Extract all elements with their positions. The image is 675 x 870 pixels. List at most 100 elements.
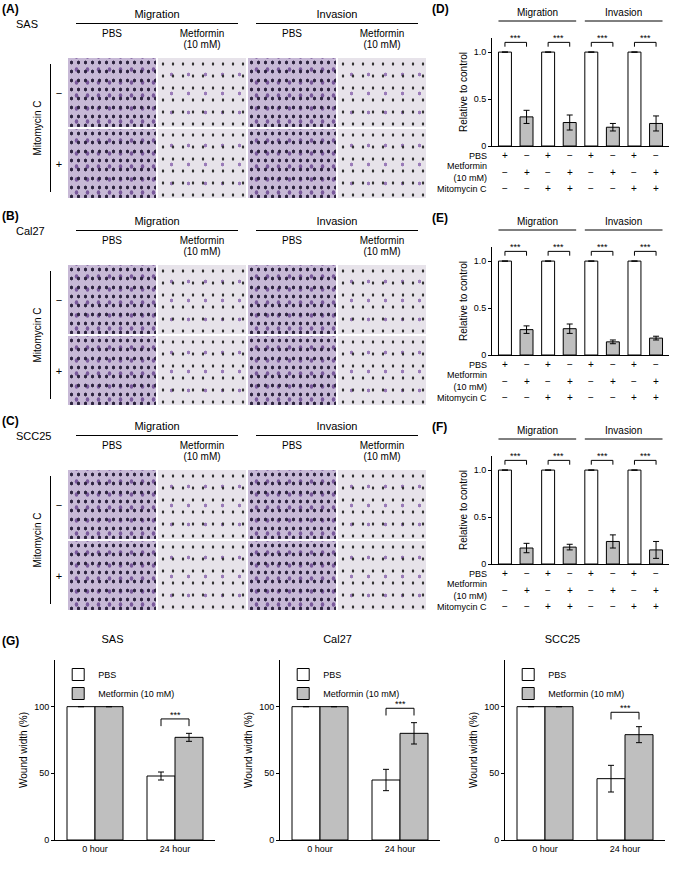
svg-text:Migration: Migration <box>517 7 558 18</box>
svg-text:+: + <box>567 183 573 194</box>
svg-text:−: − <box>653 359 659 370</box>
svg-text:24 hour: 24 hour <box>385 844 416 854</box>
svg-text:+: + <box>502 150 508 161</box>
svg-text:−: − <box>524 183 530 194</box>
svg-text:Metformin (10 mM): Metformin (10 mM) <box>323 689 399 699</box>
svg-text:Invasion: Invasion <box>605 7 642 18</box>
svg-text:−: − <box>631 585 637 596</box>
svg-text:Wound width (%): Wound width (%) <box>18 712 29 788</box>
svg-text:Migration: Migration <box>517 425 558 436</box>
svg-text:+: + <box>631 150 637 161</box>
svg-text:PBS: PBS <box>323 670 341 680</box>
svg-text:−: − <box>610 392 616 403</box>
svg-text:−: − <box>524 150 530 161</box>
svg-text:***: *** <box>510 242 521 252</box>
svg-text:+: + <box>545 392 551 403</box>
svg-text:PBS: PBS <box>469 151 487 161</box>
svg-text:SCC25: SCC25 <box>545 633 580 645</box>
svg-text:***: *** <box>510 33 521 43</box>
svg-text:+: + <box>524 585 530 596</box>
svg-text:50: 50 <box>489 768 499 778</box>
svg-text:−: − <box>588 376 594 387</box>
svg-text:−: − <box>502 585 508 596</box>
svg-text:+: + <box>631 568 637 579</box>
svg-text:−: − <box>545 376 551 387</box>
svg-text:0 hour: 0 hour <box>307 844 333 854</box>
svg-text:Mitomycin C: Mitomycin C <box>437 393 487 403</box>
svg-text:PBS: PBS <box>548 670 566 680</box>
svg-text:−: − <box>588 167 594 178</box>
svg-text:+: + <box>631 601 637 612</box>
svg-text:+: + <box>567 601 573 612</box>
svg-text:***: *** <box>640 33 651 43</box>
svg-text:+: + <box>631 183 637 194</box>
svg-text:−: − <box>545 585 551 596</box>
svg-text:+: + <box>545 183 551 194</box>
svg-text:+: + <box>524 376 530 387</box>
svg-text:−: − <box>567 568 573 579</box>
svg-text:+: + <box>502 568 508 579</box>
svg-text:50: 50 <box>39 768 49 778</box>
svg-text:+: + <box>653 167 659 178</box>
svg-text:−: − <box>610 359 616 370</box>
svg-text:+: + <box>610 167 616 178</box>
svg-text:+: + <box>545 359 551 370</box>
svg-text:−: − <box>502 183 508 194</box>
svg-text:+: + <box>545 150 551 161</box>
svg-text:Metformin(10 mM): Metformin(10 mM) <box>447 579 487 601</box>
svg-text:PBS: PBS <box>469 569 487 579</box>
svg-text:***: *** <box>640 451 651 461</box>
svg-text:+: + <box>610 376 616 387</box>
svg-text:Wound width (%): Wound width (%) <box>243 712 254 788</box>
svg-text:24 hour: 24 hour <box>160 844 191 854</box>
svg-text:+: + <box>567 585 573 596</box>
svg-text:0.5: 0.5 <box>474 94 487 104</box>
svg-text:+: + <box>631 359 637 370</box>
svg-text:+: + <box>610 585 616 596</box>
svg-text:Relative to control: Relative to control <box>458 470 469 550</box>
svg-text:***: *** <box>597 451 608 461</box>
svg-text:+: + <box>502 359 508 370</box>
svg-text:+: + <box>653 585 659 596</box>
svg-text:+: + <box>631 392 637 403</box>
svg-text:+: + <box>588 150 594 161</box>
svg-text:−: − <box>653 150 659 161</box>
svg-text:−: − <box>502 601 508 612</box>
svg-text:0 hour: 0 hour <box>82 844 108 854</box>
svg-text:Mitomycin C: Mitomycin C <box>437 602 487 612</box>
svg-text:Metformin(10 mM): Metformin(10 mM) <box>447 161 487 183</box>
svg-text:−: − <box>588 585 594 596</box>
svg-text:***: *** <box>553 451 564 461</box>
svg-text:−: − <box>502 167 508 178</box>
svg-text:−: − <box>567 150 573 161</box>
svg-text:***: *** <box>553 242 564 252</box>
svg-text:0: 0 <box>481 350 486 360</box>
svg-text:−: − <box>631 167 637 178</box>
svg-text:0: 0 <box>481 559 486 569</box>
svg-text:−: − <box>631 376 637 387</box>
svg-text:Invasion: Invasion <box>605 216 642 227</box>
svg-text:0: 0 <box>494 835 499 845</box>
svg-text:−: − <box>524 359 530 370</box>
svg-text:Wound width (%): Wound width (%) <box>468 712 479 788</box>
svg-text:−: − <box>524 601 530 612</box>
svg-text:−: − <box>610 150 616 161</box>
svg-text:−: − <box>610 601 616 612</box>
svg-text:***: *** <box>640 242 651 252</box>
svg-text:+: + <box>567 392 573 403</box>
svg-text:Metformin (10 mM): Metformin (10 mM) <box>98 689 174 699</box>
svg-text:−: − <box>653 568 659 579</box>
svg-text:+: + <box>588 359 594 370</box>
svg-text:***: *** <box>597 33 608 43</box>
svg-text:100: 100 <box>259 702 274 712</box>
svg-text:100: 100 <box>34 702 49 712</box>
svg-text:−: − <box>567 359 573 370</box>
svg-text:0 hour: 0 hour <box>532 844 558 854</box>
svg-text:0: 0 <box>44 835 49 845</box>
svg-text:PBS: PBS <box>469 360 487 370</box>
svg-text:0.5: 0.5 <box>474 512 487 522</box>
svg-text:50: 50 <box>264 768 274 778</box>
svg-text:+: + <box>567 167 573 178</box>
svg-text:−: − <box>588 392 594 403</box>
svg-text:−: − <box>610 183 616 194</box>
